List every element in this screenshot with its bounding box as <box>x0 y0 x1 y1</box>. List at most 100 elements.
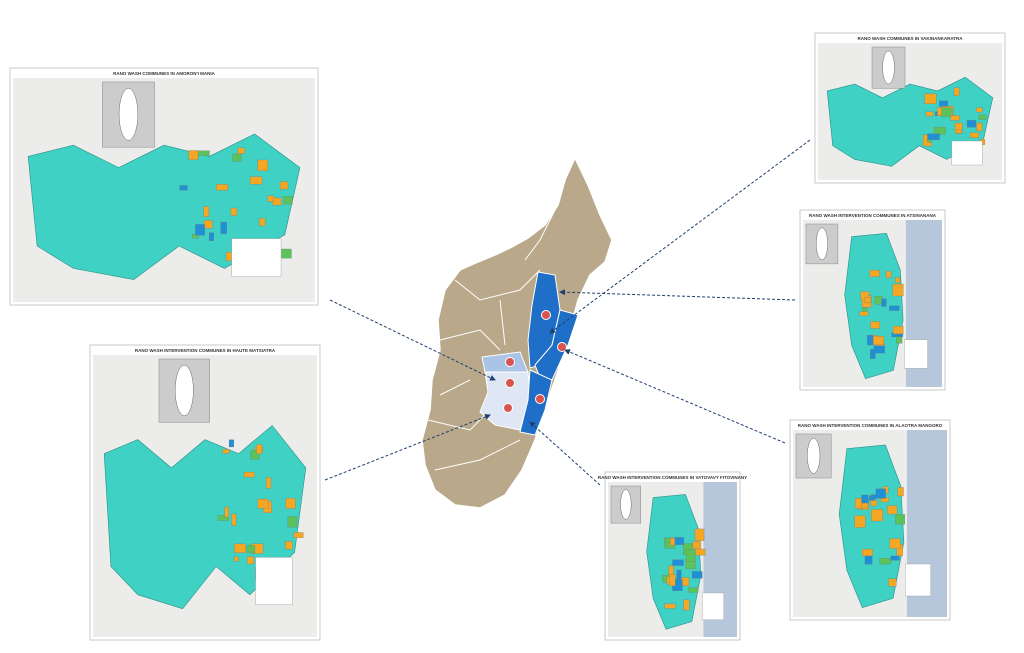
connector <box>559 289 796 301</box>
map-title: RANO WASH INTERVENTION COMMUNES IN ATSIN… <box>809 213 937 218</box>
commune <box>293 532 304 538</box>
commune <box>676 569 682 581</box>
commune <box>669 574 676 587</box>
commune <box>247 556 255 565</box>
commune <box>230 207 238 216</box>
commune <box>246 545 256 554</box>
locator-island <box>620 489 632 520</box>
commune <box>217 515 229 521</box>
commune <box>976 107 983 113</box>
commune <box>892 283 904 297</box>
commune <box>933 126 946 135</box>
commune <box>864 297 872 303</box>
connector <box>329 299 496 381</box>
commune <box>941 107 953 117</box>
commune <box>875 488 886 499</box>
commune <box>257 498 269 509</box>
commune <box>874 296 883 305</box>
connector <box>324 414 491 481</box>
island <box>421 156 613 509</box>
commune <box>234 556 239 562</box>
commune <box>924 93 937 104</box>
commune <box>969 132 979 138</box>
commune <box>879 558 892 565</box>
commune <box>978 114 987 120</box>
commune <box>896 336 903 344</box>
commune <box>954 122 963 134</box>
commune <box>692 541 702 549</box>
inset-map-panel: RANO WASH INTERVENTION COMMUNES IN ALAOT… <box>789 419 951 621</box>
commune <box>889 538 901 549</box>
commune <box>256 444 263 454</box>
commune <box>222 449 230 454</box>
commune <box>674 537 685 545</box>
commune <box>895 277 901 283</box>
map-title: RANO WASH INTERVENTION COMMUNES IN ALAOT… <box>798 423 943 428</box>
legend-box <box>904 563 931 597</box>
commune <box>870 349 876 359</box>
site-dot <box>503 403 513 413</box>
commune <box>956 129 962 134</box>
inset-map-panel: RANO WASH COMMUNES IN VAKINANKARATRA <box>814 32 1006 184</box>
inset-map-panel: RANO WASH COMMUNES IN AMORON'I MANIA <box>9 67 319 306</box>
commune <box>249 176 263 185</box>
region-area <box>844 233 904 380</box>
commune <box>224 506 229 518</box>
commune <box>257 159 268 171</box>
commune <box>976 122 983 132</box>
commune <box>869 269 880 277</box>
commune <box>287 516 298 528</box>
connectors <box>324 139 811 486</box>
site-dot <box>541 310 551 320</box>
commune <box>279 181 289 190</box>
commune <box>237 147 245 154</box>
commune <box>195 224 205 236</box>
commune <box>283 196 293 205</box>
commune <box>188 150 199 160</box>
connector <box>529 421 601 486</box>
site-dot <box>505 357 515 367</box>
locator-island <box>815 227 828 260</box>
commune <box>197 150 210 156</box>
commune <box>870 321 880 329</box>
commune <box>861 494 869 504</box>
inset-map-panel: RANO WASH INTERVENTION COMMUNES IN VATOV… <box>598 471 747 641</box>
legend-box <box>231 238 282 277</box>
commune <box>885 271 892 278</box>
commune <box>966 120 977 128</box>
commune <box>870 499 878 507</box>
map-title: RANO WASH COMMUNES IN VAKINANKARATRA <box>857 36 963 41</box>
commune <box>285 541 293 550</box>
commune <box>209 232 214 241</box>
connector <box>549 139 811 334</box>
commune <box>203 220 213 229</box>
region-area <box>826 76 994 167</box>
commune <box>873 335 885 345</box>
commune <box>234 543 246 553</box>
commune <box>925 111 934 117</box>
region-pale-blue <box>479 371 531 431</box>
commune <box>179 185 188 191</box>
commune <box>267 195 274 202</box>
region-area <box>838 444 905 609</box>
commune <box>228 439 234 448</box>
commune <box>854 515 866 528</box>
commune <box>683 599 690 611</box>
site-dot <box>505 378 515 388</box>
madagascar-map <box>421 156 613 509</box>
commune <box>685 549 696 562</box>
commune <box>672 559 684 566</box>
region-blue-south <box>519 369 553 436</box>
commune <box>232 153 242 162</box>
locator-island <box>174 364 194 416</box>
commune <box>281 248 292 259</box>
commune <box>694 528 705 541</box>
legend-box <box>255 557 293 605</box>
commune <box>862 548 873 557</box>
commune <box>694 548 706 556</box>
commune <box>871 509 883 522</box>
commune <box>231 513 237 526</box>
commune <box>881 298 887 307</box>
commune <box>950 115 960 121</box>
legend-box <box>951 140 983 166</box>
